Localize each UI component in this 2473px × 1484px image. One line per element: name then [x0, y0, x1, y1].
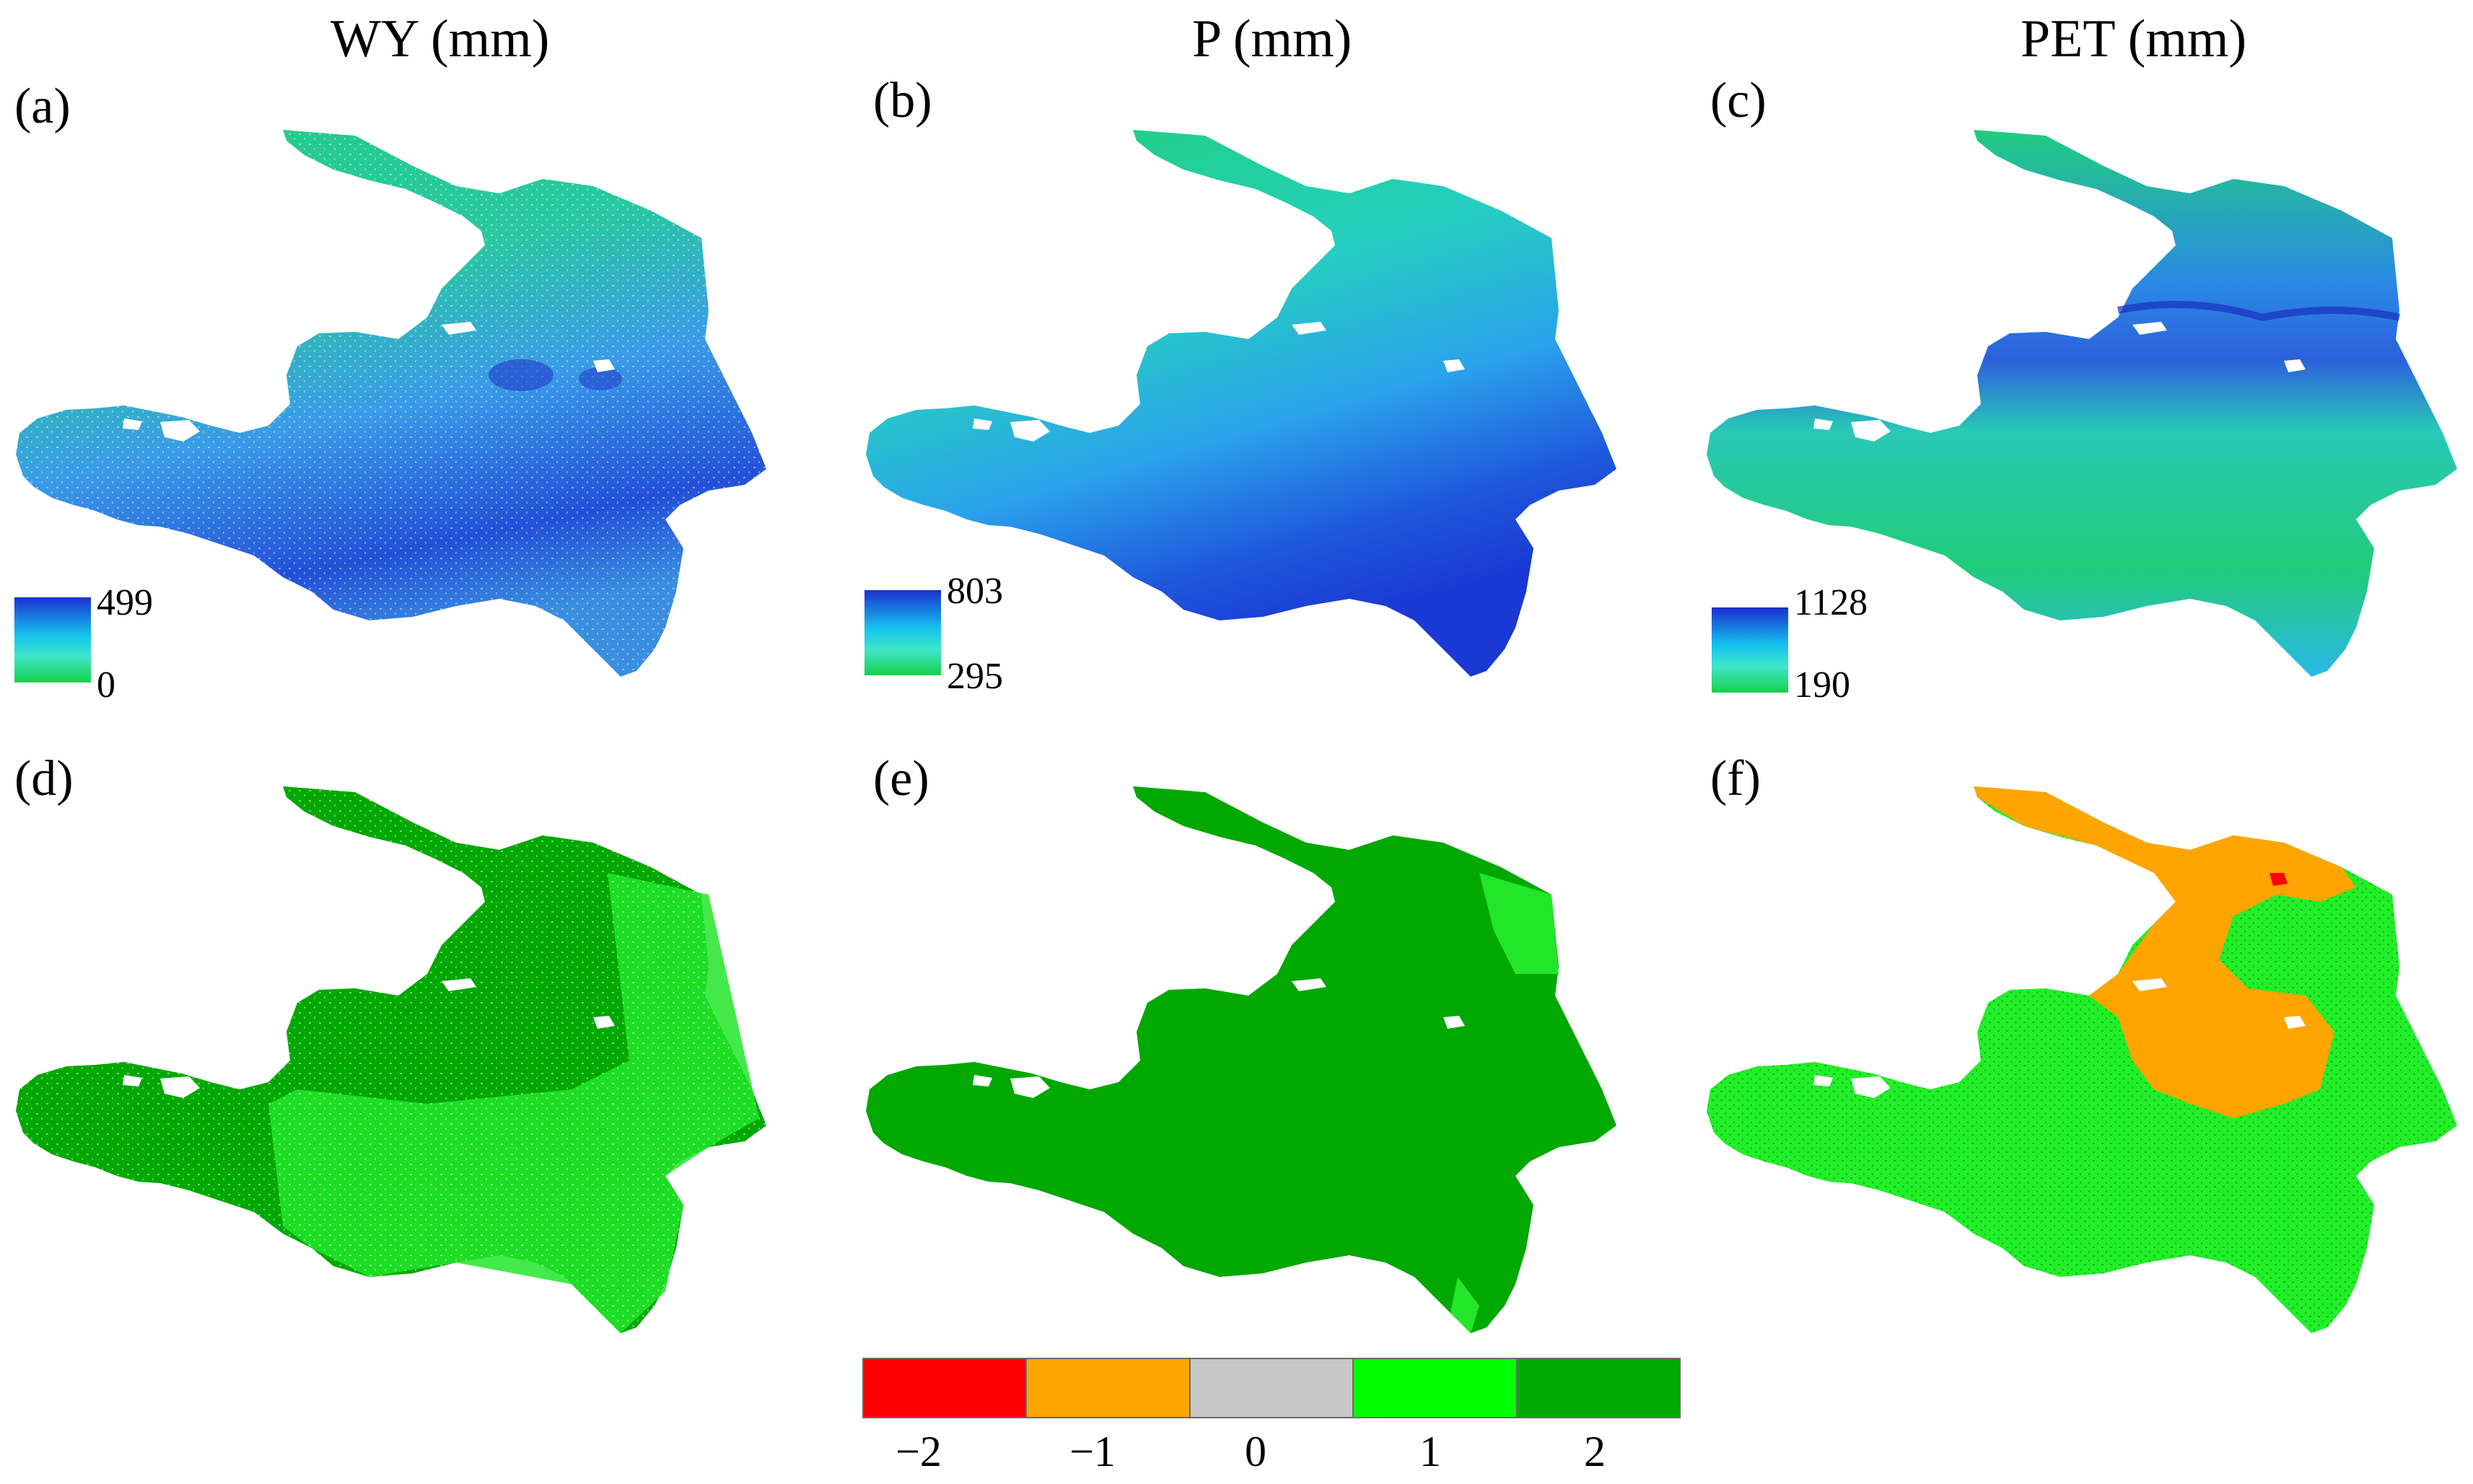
panel-label-d: (d) — [14, 751, 74, 807]
colorbar-wy-min: 0 — [97, 664, 115, 706]
colorbar-pet-min: 190 — [1794, 664, 1850, 706]
colorbar-wy — [14, 597, 91, 682]
legend-swatch-0 — [1190, 1359, 1354, 1417]
map-wy — [16, 130, 766, 677]
colorbar-pet-max: 1128 — [1794, 582, 1868, 623]
colorbar-wy-max: 499 — [97, 582, 153, 623]
legend-label-neg1: −1 — [1069, 1428, 1116, 1475]
trend-legend — [862, 1358, 1681, 1418]
map-pet — [1707, 130, 2457, 677]
map-precipitation-trend — [866, 786, 1616, 1333]
legend-swatch-1 — [1354, 1359, 1518, 1417]
legend-swatch-neg1 — [1027, 1359, 1191, 1417]
panel-label-e: (e) — [873, 751, 929, 807]
colorbar-p-min: 295 — [947, 656, 1003, 697]
column-title-wy: WY (mm) — [331, 9, 550, 69]
panel-label-f: (f) — [1710, 751, 1761, 807]
legend-label-0: 0 — [1245, 1428, 1266, 1475]
colorbar-pet — [1712, 607, 1788, 693]
column-title-pet: PET (mm) — [2021, 9, 2247, 69]
column-title-p: P (mm) — [1192, 9, 1352, 69]
colorbar-p-max: 803 — [947, 571, 1003, 612]
legend-label-neg2: −2 — [896, 1428, 942, 1475]
legend-label-2: 2 — [1584, 1428, 1606, 1475]
legend-swatch-neg2 — [864, 1359, 1028, 1417]
map-wy-trend — [16, 786, 766, 1333]
colorbar-p — [865, 590, 941, 675]
panel-label-c: (c) — [1710, 73, 1767, 128]
panel-label-a: (a) — [14, 79, 71, 134]
map-pet-trend — [1707, 786, 2457, 1333]
legend-swatch-2 — [1517, 1359, 1680, 1417]
panel-label-b: (b) — [873, 73, 932, 128]
legend-label-1: 1 — [1419, 1428, 1441, 1475]
